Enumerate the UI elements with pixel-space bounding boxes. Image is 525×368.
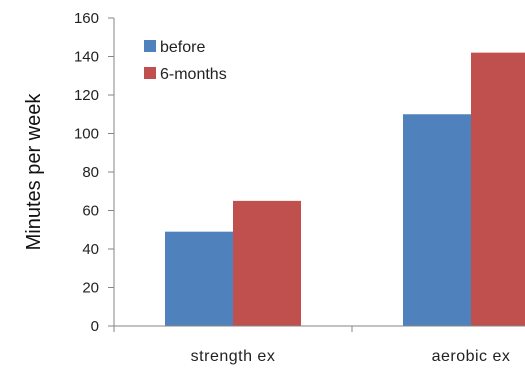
- y-tick-label: 40: [82, 241, 99, 258]
- bars: [165, 52, 525, 327]
- y-tick-label: 80: [82, 164, 99, 181]
- y-tick-label: 140: [74, 49, 99, 66]
- legend-label: 6-months: [160, 66, 227, 83]
- legend-label: before: [160, 39, 205, 56]
- legend: before 6-months: [144, 39, 227, 83]
- bar-6-months-strength-ex: [233, 200, 301, 326]
- x-tick-label: strength ex: [191, 348, 276, 365]
- y-tick-label: 160: [74, 10, 99, 27]
- y-tick-label: 20: [82, 280, 99, 297]
- bar-6-months-aerobic-ex: [471, 52, 525, 327]
- y-tick-label: 120: [74, 87, 99, 104]
- legend-swatch: [144, 40, 156, 52]
- y-tick-label: 60: [82, 203, 99, 220]
- bar-before-aerobic-ex: [403, 114, 471, 326]
- legend-swatch: [144, 67, 156, 79]
- y-axis-ticks: 0 20 40 60 80 100 120 140 160: [74, 10, 114, 335]
- x-axis-ticks: strength ex aerobic ex: [113, 326, 511, 365]
- y-axis-title: Minutes per week: [23, 93, 45, 251]
- y-tick-label: 100: [74, 126, 99, 143]
- x-tick-label: aerobic ex: [432, 348, 511, 365]
- y-tick-label: 0: [91, 318, 99, 335]
- bar-before-strength-ex: [165, 231, 233, 326]
